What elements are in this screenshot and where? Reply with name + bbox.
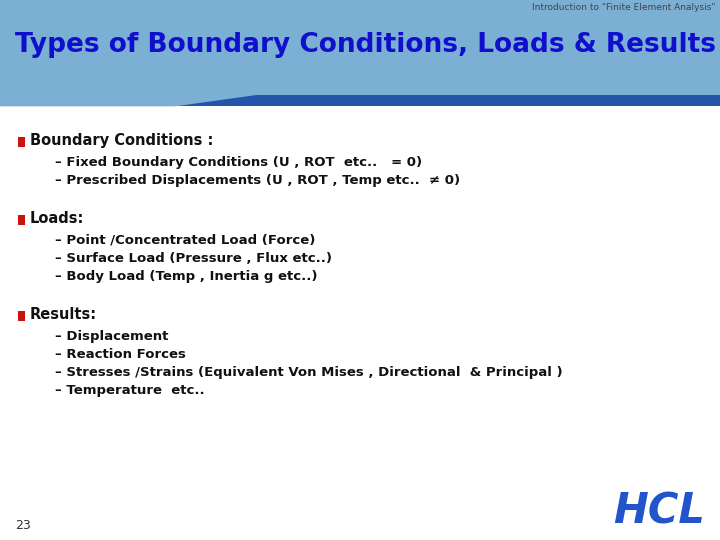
Text: – Body Load (Temp , Inertia g etc..): – Body Load (Temp , Inertia g etc..) bbox=[55, 270, 318, 283]
Text: HCL: HCL bbox=[613, 490, 705, 532]
Bar bbox=[18, 312, 25, 321]
Polygon shape bbox=[0, 94, 260, 106]
Text: Types of Boundary Conditions, Loads & Results: Types of Boundary Conditions, Loads & Re… bbox=[15, 32, 716, 58]
Bar bbox=[0, 94, 720, 106]
Text: – Reaction Forces: – Reaction Forces bbox=[55, 348, 186, 361]
Text: – Displacement: – Displacement bbox=[55, 330, 168, 343]
Bar bbox=[18, 137, 25, 147]
Text: Loads:: Loads: bbox=[30, 211, 84, 226]
Bar bbox=[0, 0, 720, 94]
Text: – Temperature  etc..: – Temperature etc.. bbox=[55, 384, 204, 397]
Text: Boundary Conditions :: Boundary Conditions : bbox=[30, 133, 213, 148]
Bar bbox=[18, 215, 25, 225]
Text: – Surface Load (Pressure , Flux etc..): – Surface Load (Pressure , Flux etc..) bbox=[55, 252, 332, 265]
Text: Results:: Results: bbox=[30, 307, 97, 322]
Text: – Prescribed Displacements (U , ROT , Temp etc..  ≠ 0): – Prescribed Displacements (U , ROT , Te… bbox=[55, 174, 460, 187]
Text: Introduction to "Finite Element Analysis": Introduction to "Finite Element Analysis… bbox=[531, 3, 715, 12]
Text: – Point /Concentrated Load (Force): – Point /Concentrated Load (Force) bbox=[55, 234, 315, 247]
Text: 23: 23 bbox=[15, 519, 31, 532]
Text: – Stresses /Strains (Equivalent Von Mises , Directional  & Principal ): – Stresses /Strains (Equivalent Von Mise… bbox=[55, 366, 562, 379]
Text: – Fixed Boundary Conditions (U , ROT  etc..   = 0): – Fixed Boundary Conditions (U , ROT etc… bbox=[55, 156, 422, 169]
